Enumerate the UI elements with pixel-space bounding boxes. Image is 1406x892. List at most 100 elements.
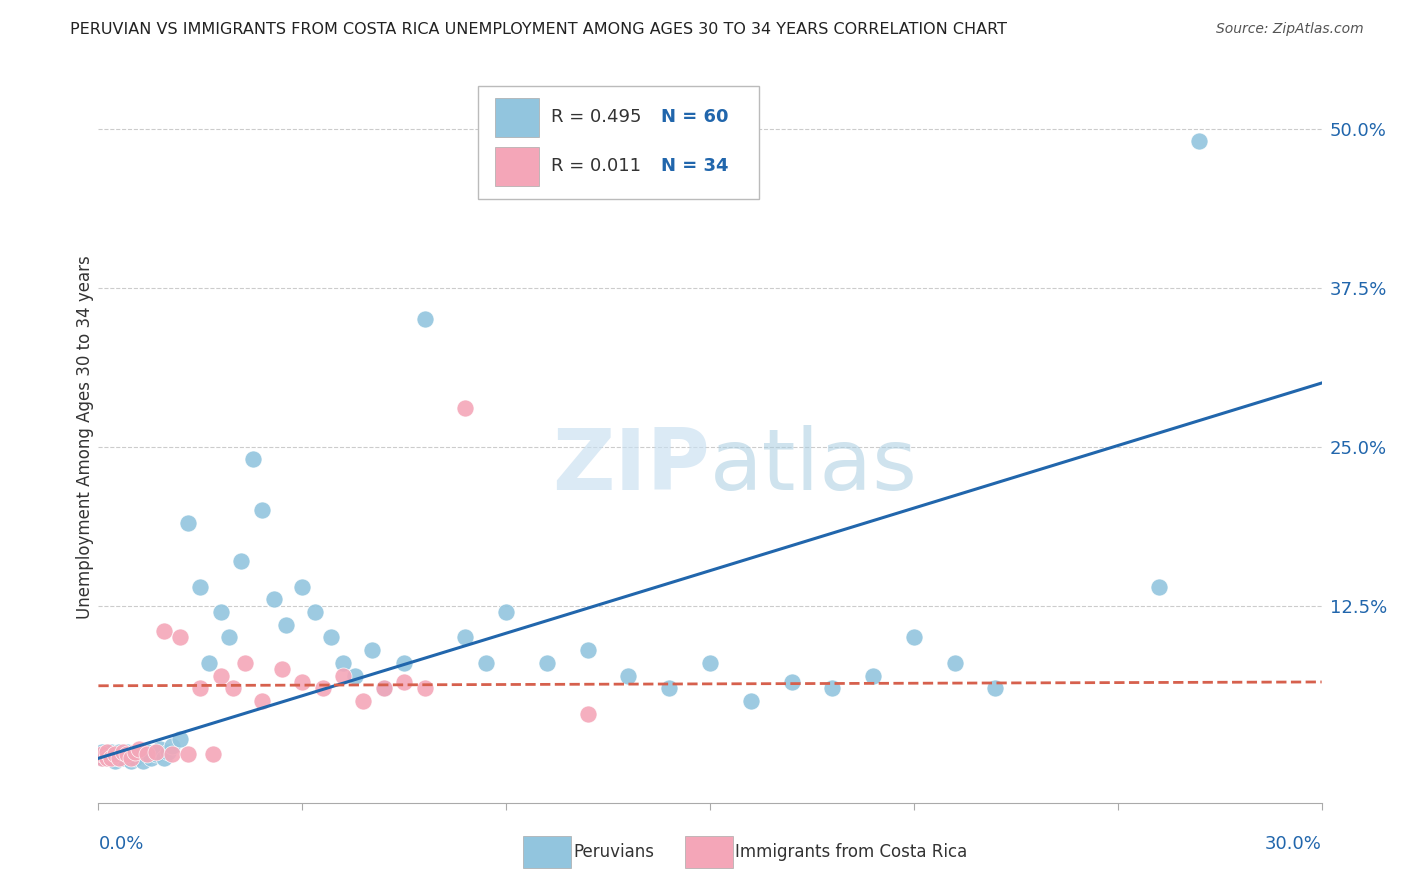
Point	[233, 656, 256, 670]
Point	[91, 745, 114, 759]
Point	[536, 656, 558, 670]
Point	[188, 681, 212, 696]
FancyBboxPatch shape	[495, 98, 538, 137]
Point	[104, 747, 127, 762]
Point	[658, 681, 681, 696]
Point	[156, 745, 179, 759]
Point	[495, 605, 517, 619]
Point	[454, 631, 477, 645]
Point	[576, 706, 599, 721]
Point	[100, 751, 122, 765]
Point	[332, 656, 354, 670]
Point	[197, 656, 219, 670]
Point	[100, 751, 122, 765]
Text: 0.0%: 0.0%	[98, 835, 143, 853]
Text: 30.0%: 30.0%	[1265, 835, 1322, 853]
Point	[319, 631, 342, 645]
Point	[136, 745, 159, 759]
Text: Peruvians: Peruvians	[574, 843, 655, 861]
Text: atlas: atlas	[710, 425, 918, 508]
Point	[862, 668, 884, 682]
Point	[344, 668, 367, 682]
Text: Source: ZipAtlas.com: Source: ZipAtlas.com	[1216, 22, 1364, 37]
Point	[373, 681, 395, 696]
Point	[177, 747, 200, 762]
Point	[152, 751, 174, 765]
Point	[152, 624, 174, 638]
Point	[169, 631, 191, 645]
Point	[474, 656, 498, 670]
Point	[250, 694, 273, 708]
Point	[209, 668, 232, 682]
Point	[392, 656, 416, 670]
Point	[201, 747, 224, 762]
Point	[576, 643, 599, 657]
Point	[291, 675, 314, 690]
Point	[108, 751, 131, 765]
Point	[242, 452, 264, 467]
Point	[111, 751, 134, 765]
Point	[145, 745, 167, 759]
Point	[821, 681, 844, 696]
Point	[209, 605, 232, 619]
Point	[115, 745, 138, 759]
Point	[332, 668, 354, 682]
Point	[392, 675, 416, 690]
Point	[120, 751, 142, 765]
Point	[104, 754, 127, 768]
Point	[91, 751, 114, 765]
Point	[111, 745, 134, 759]
Point	[124, 745, 146, 759]
Point	[96, 751, 118, 765]
Point	[780, 675, 803, 690]
Point	[136, 747, 159, 762]
Text: N = 60: N = 60	[661, 109, 728, 127]
Point	[352, 694, 374, 708]
Point	[250, 503, 273, 517]
FancyBboxPatch shape	[478, 86, 759, 200]
Y-axis label: Unemployment Among Ages 30 to 34 years: Unemployment Among Ages 30 to 34 years	[76, 255, 94, 619]
Point	[943, 656, 966, 670]
Point	[100, 745, 122, 759]
Point	[291, 580, 314, 594]
Point	[160, 747, 183, 762]
Point	[145, 747, 167, 762]
Point	[169, 732, 191, 747]
Point	[188, 580, 212, 594]
Point	[373, 681, 395, 696]
Point	[984, 681, 1007, 696]
Point	[177, 516, 200, 530]
Point	[413, 312, 436, 326]
Point	[91, 747, 114, 762]
Text: R = 0.495: R = 0.495	[551, 109, 641, 127]
Point	[120, 754, 142, 768]
Text: Immigrants from Costa Rica: Immigrants from Costa Rica	[735, 843, 967, 861]
Point	[274, 617, 297, 632]
Point	[270, 662, 294, 676]
Point	[222, 681, 245, 696]
Point	[740, 694, 762, 708]
Point	[141, 751, 163, 765]
Text: R = 0.011: R = 0.011	[551, 158, 641, 176]
Point	[312, 681, 335, 696]
Point	[96, 745, 118, 759]
Point	[360, 643, 382, 657]
Point	[699, 656, 721, 670]
Point	[304, 605, 326, 619]
Point	[1188, 134, 1211, 148]
FancyBboxPatch shape	[495, 146, 538, 186]
Point	[160, 739, 183, 753]
Point	[96, 747, 118, 762]
Point	[104, 747, 127, 762]
Point	[96, 751, 118, 765]
Point	[263, 592, 285, 607]
Point	[1147, 580, 1170, 594]
Point	[132, 754, 155, 768]
Point	[108, 745, 131, 759]
Point	[413, 681, 436, 696]
Point	[128, 747, 150, 762]
Point	[124, 751, 146, 765]
Text: N = 34: N = 34	[661, 158, 728, 176]
Point	[91, 751, 114, 765]
Point	[903, 631, 925, 645]
